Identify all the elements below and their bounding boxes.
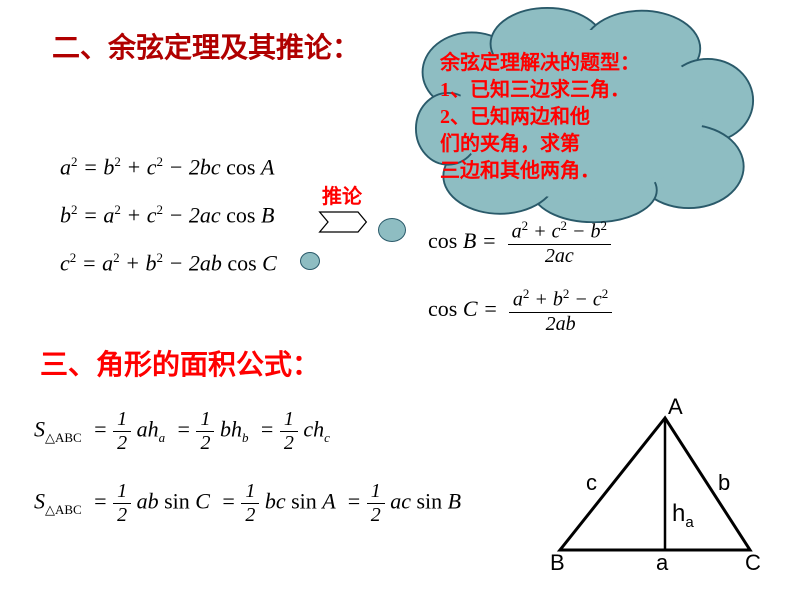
cloud-line-1: 1、已知三边求三角． (440, 77, 740, 104)
triangle-label-B: B (550, 550, 565, 576)
cloud-line-2a: 2、已知两边和他 (440, 104, 740, 131)
heading-section-2: 二、余弦定理及其推论： (52, 26, 360, 66)
label-corollary: 推论 (322, 180, 362, 209)
cloud-tail-circle-1 (378, 218, 406, 242)
heading-section-3: 三、角形的面积公式： (40, 343, 320, 383)
triangle-label-A: A (668, 394, 683, 420)
triangle-label-b: b (718, 470, 730, 496)
triangle-label-ha: ha (672, 500, 694, 531)
formula-cosine-a: a2 = b2 + c2 − 2bc cos A (60, 154, 274, 180)
cloud-title: 余弦定理解决的题型： (440, 50, 740, 77)
cloud-line-2c: 三边和其他两角． (440, 158, 740, 185)
formula-area-heights: S△ABC = 12 aha = 12 bhb = 12 chc (34, 408, 330, 455)
triangle-label-C: C (745, 550, 761, 576)
formula-corollary-b: cos B = a2 + c2 − b2 2ac (428, 218, 611, 268)
arrow-icon (318, 210, 368, 234)
triangle-label-a: a (656, 550, 668, 576)
triangle-label-c: c (586, 470, 597, 496)
cloud-text: 余弦定理解决的题型： 1、已知三边求三角． 2、已知两边和他 们的夹角，求第 三… (440, 50, 740, 185)
formula-corollary-c: cos C = a2 + b2 − c2 2ab (428, 286, 612, 336)
formula-area-sines: S△ABC = 12 ab sin C = 12 bc sin A = 12 a… (34, 480, 461, 527)
cloud-tail-circle-2 (300, 252, 320, 270)
formula-cosine-c: c2 = a2 + b2 − 2ab cos C (60, 250, 277, 276)
triangle-diagram: A B C a b c ha (540, 400, 770, 570)
formula-cosine-b: b2 = a2 + c2 − 2ac cos B (60, 202, 274, 228)
cloud-line-2b: 们的夹角，求第 (440, 131, 740, 158)
